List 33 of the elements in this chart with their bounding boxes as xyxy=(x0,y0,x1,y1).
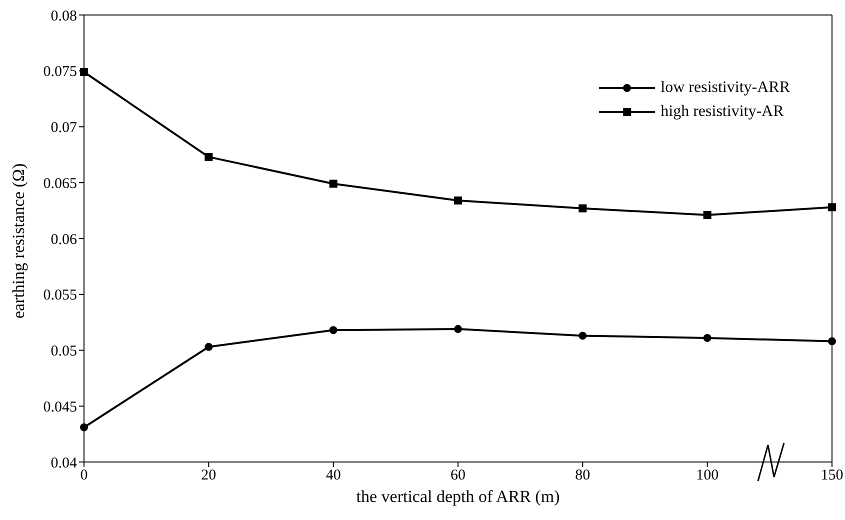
point xyxy=(454,325,462,334)
point xyxy=(454,196,462,205)
point xyxy=(329,326,338,334)
x-tick-label: 60 xyxy=(450,468,466,484)
y-tick-label: 0.055 xyxy=(43,288,77,304)
point xyxy=(80,423,88,432)
point xyxy=(329,180,338,188)
y-tick-label: 0.065 xyxy=(43,176,77,192)
point xyxy=(828,203,836,212)
y-axis-title: earthing resistance (Ω) xyxy=(9,163,28,318)
point xyxy=(828,337,836,346)
y-tick-label: 0.07 xyxy=(50,120,78,136)
point xyxy=(578,332,587,340)
y-tick-label: 0.05 xyxy=(50,344,77,360)
x-tick-label: 40 xyxy=(326,468,341,484)
y-tick-label: 0.045 xyxy=(43,399,77,416)
x-axis-title: the vertical depth of ARR (m) xyxy=(356,487,560,506)
y-tick-label: 0.08 xyxy=(50,8,77,24)
x-tick-label: 0 xyxy=(80,468,88,484)
point xyxy=(204,342,213,351)
y-tick-label: 0.06 xyxy=(50,232,78,248)
x-tick-label: 20 xyxy=(201,468,216,484)
x-tick-label: 150 xyxy=(820,468,844,484)
point xyxy=(204,152,213,161)
point xyxy=(703,211,712,220)
point xyxy=(578,204,587,212)
legend-label: high resistivity-AR xyxy=(660,103,784,121)
x-tick-label: 80 xyxy=(575,468,590,484)
x-tick-label: 100 xyxy=(696,468,719,484)
y-tick-label: 0.075 xyxy=(43,64,77,80)
legend-label: low resistivity-ARR xyxy=(660,79,790,97)
point xyxy=(703,334,712,342)
y-tick-label: 0.04 xyxy=(50,455,78,472)
